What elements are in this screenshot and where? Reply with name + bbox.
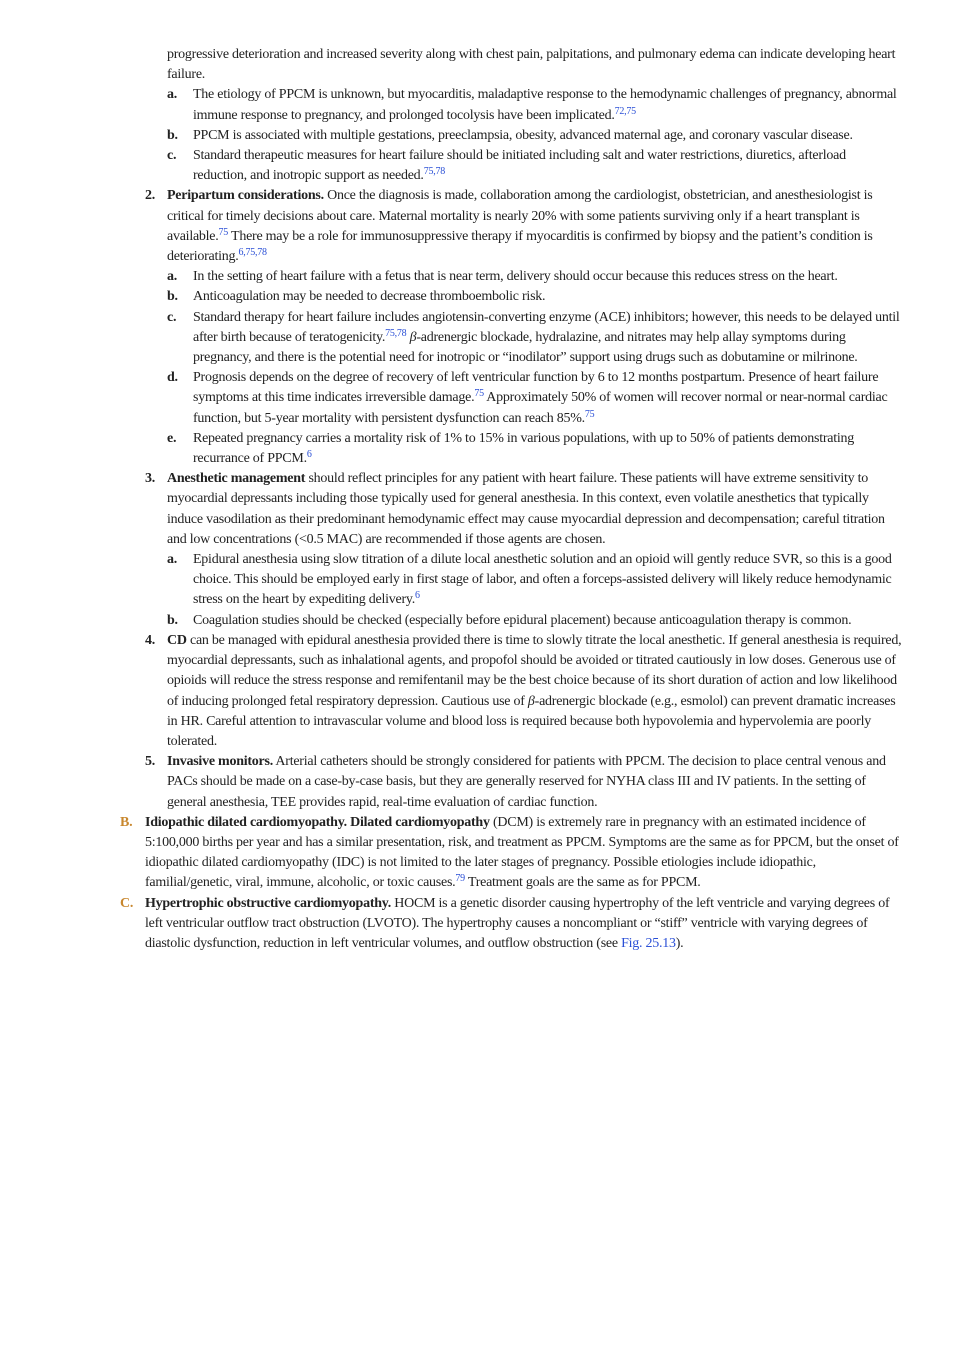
item-marker: C. <box>120 895 134 911</box>
list-item: 4. CD can be managed with epidural anesth… <box>0 631 902 752</box>
bold-run: Invasive monitors. <box>167 754 273 770</box>
text-run: HOCM is a genetic disorder causing hyper… <box>145 895 890 951</box>
text-run: -adrenergic blockade, hydralazine, and n… <box>193 329 858 366</box>
text-run: Standard therapeutic measures for heart … <box>193 148 846 184</box>
reference[interactable]: 75,78 <box>423 166 446 178</box>
text-run: should reflect principles for any patien… <box>167 471 885 547</box>
item-marker: b. <box>167 289 178 305</box>
text-run: Anticoagulation may be needed to decreas… <box>193 289 546 305</box>
list-item: 5. Invasive monitors. Arterial catheters … <box>0 752 902 813</box>
text-run: Coagulation studies should be checked (e… <box>193 612 852 628</box>
text-run: Standard therapy for heart failure inclu… <box>193 309 900 345</box>
item-marker: 4. <box>145 632 155 648</box>
text-run: Once the diagnosis is made, collaboratio… <box>167 188 873 244</box>
reference[interactable]: 75,78 <box>385 327 407 339</box>
text-run: Epidural anesthesia using slow titration… <box>193 552 892 608</box>
list-item: a. The etiology of PPCM is unknown, but m… <box>0 85 902 125</box>
reference[interactable]: 75 <box>218 226 229 238</box>
list-item: a. Epidural anesthesia using slow titrati… <box>0 550 902 611</box>
list-item: b. Anticoagulation may be needed to decre… <box>0 287 902 307</box>
text-run: ). <box>675 935 684 951</box>
list-item: c. Standard therapy for heart failure inc… <box>0 308 902 369</box>
text-run: Prognosis depends on the degree of recov… <box>193 370 879 406</box>
reference[interactable]: 6 <box>415 590 420 602</box>
document: progressive deterioration and increased … <box>0 45 953 954</box>
reference[interactable]: 79 <box>455 873 465 885</box>
text-run: Treatment goals are the same as for PPCM… <box>464 875 701 891</box>
bold-run: CD <box>167 632 187 648</box>
list-item: progressive deterioration and increased … <box>0 45 902 85</box>
list-item: b. PPCM is associated with multiple gesta… <box>0 126 902 146</box>
list-item: b. Coagulation studies should be checked … <box>0 611 902 631</box>
item-marker: e. <box>167 430 177 446</box>
item-marker: 2. <box>145 188 155 204</box>
list-item: 3. Anesthetic management should reflect p… <box>0 469 902 550</box>
figure-link[interactable]: Fig. 25.13 <box>621 935 676 951</box>
item-marker: 3. <box>145 471 155 487</box>
item-marker: 5. <box>145 754 155 770</box>
list-item: c. Standard therapeutic measures for hear… <box>0 146 902 186</box>
item-marker: a. <box>167 269 177 285</box>
list-item: 2. Peripartum considerations. Once the di… <box>0 186 902 267</box>
bold-run: Hypertrophic obstructive cardiomyopathy. <box>145 895 392 911</box>
list-item: e. Repeated pregnancy carries a mortality… <box>0 429 902 469</box>
text-run: PPCM is associated with multiple gestati… <box>193 127 853 143</box>
text-run: Approximately 50% of women will recover … <box>193 390 888 426</box>
italic-run: β <box>406 329 417 345</box>
italic-run: β <box>527 693 535 709</box>
bold-run: Idiopathic dilated cardiomyopathy. Dilat… <box>145 814 490 830</box>
reference[interactable]: 72,75 <box>614 105 637 117</box>
text-run: -adrenergic blockade (e.g., esmolol) can… <box>167 693 896 749</box>
text-run: (DCM) is extremely rare in pregnancy wit… <box>145 814 899 891</box>
reference[interactable]: 6,75,78 <box>238 247 268 259</box>
text-run: The etiology of PPCM is unknown, but myo… <box>193 87 897 123</box>
item-marker: c. <box>167 309 177 325</box>
item-marker: a. <box>167 552 177 568</box>
reference[interactable]: 75 <box>474 388 484 400</box>
text-run: There may be a role for immunosuppressiv… <box>167 228 873 265</box>
list-item: d. Prognosis depends on the degree of rec… <box>0 368 902 429</box>
text-run: can be managed with epidural anesthesia … <box>167 632 902 709</box>
item-marker: B. <box>120 814 133 830</box>
item-marker: b. <box>167 127 178 143</box>
list-item: C. Hypertrophic obstructive cardiomyopath… <box>0 894 902 955</box>
item-marker: a. <box>167 87 177 103</box>
item-marker: b. <box>167 612 178 628</box>
item-marker: c. <box>167 148 177 164</box>
bold-run: Peripartum considerations. <box>167 188 324 204</box>
reference[interactable]: 6 <box>306 449 312 461</box>
list-item: B. Idiopathic dilated cardiomyopathy. Dil… <box>0 813 902 894</box>
item-marker: d. <box>167 370 178 386</box>
text-run: Repeated pregnancy carries a mortality r… <box>193 430 855 467</box>
bold-run: Anesthetic management <box>167 471 306 487</box>
list-item: a. In the setting of heart failure with a… <box>0 267 902 287</box>
text-run: progressive deterioration and increased … <box>167 47 896 83</box>
reference[interactable]: 75 <box>584 408 595 420</box>
text-run: Arterial catheters should be strongly co… <box>167 754 886 810</box>
text-run: In the setting of heart failure with a f… <box>193 269 838 285</box>
